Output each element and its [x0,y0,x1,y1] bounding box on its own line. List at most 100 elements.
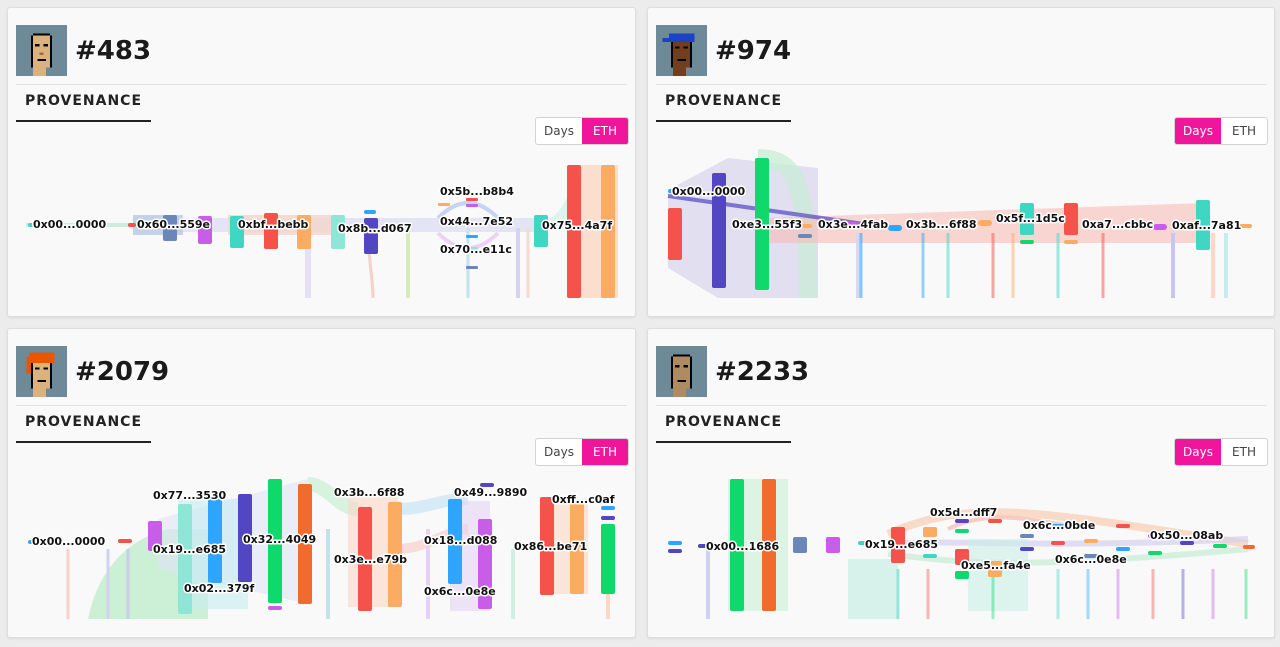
sankey-node[interactable] [466,247,478,250]
sankey-node[interactable] [923,541,937,545]
sankey-node[interactable] [891,527,905,563]
days-toggle-button[interactable]: Days [544,445,574,459]
address-label[interactable]: 0x00...0000 [671,184,748,200]
address-label[interactable]: 0xa7...cbbc [1081,217,1155,233]
sankey-node[interactable] [501,221,513,225]
sankey-node[interactable] [988,519,1002,523]
address-label[interactable]: 0xaf...7a81 [1171,218,1243,234]
sankey-node[interactable] [1148,534,1162,538]
sankey-node[interactable] [163,215,177,241]
address-label[interactable]: 0x3b...6f88 [333,485,407,501]
eth-toggle-button[interactable]: ETH [1232,445,1256,459]
address-label[interactable]: 0x00...1686 [705,539,782,555]
sankey-node[interactable] [978,220,992,226]
sankey-node[interactable] [466,204,478,207]
sankey-node[interactable] [1213,544,1227,548]
sankey-node[interactable] [988,561,1002,577]
address-label[interactable]: 0xbf...bebb [237,217,311,233]
sankey-node[interactable] [840,222,858,228]
sankey-node[interactable] [208,499,222,583]
sankey-node[interactable] [28,223,34,227]
sankey-node[interactable] [466,198,478,201]
address-label[interactable]: 0x86...be71 [513,539,589,555]
address-label[interactable]: 0x6c...0e8e [1054,552,1129,568]
sankey-node[interactable] [1064,240,1078,244]
address-label[interactable]: 0xe5...fa4e [960,558,1033,574]
sankey-node[interactable] [230,216,244,248]
address-label[interactable]: 0x19...e685 [152,542,228,558]
sankey-node[interactable] [466,235,478,238]
sankey-node[interactable] [178,504,192,614]
sankey-node[interactable] [798,234,812,238]
sankey-node[interactable] [298,484,312,604]
sankey-node[interactable] [826,537,840,553]
eth-toggle-button[interactable]: ETH [582,439,628,465]
sankey-node[interactable] [762,479,776,611]
sankey-node[interactable] [601,524,615,594]
eth-toggle-button[interactable]: ETH [1232,124,1256,138]
sankey-node[interactable] [601,165,615,298]
sankey-node[interactable] [297,215,311,249]
sankey-node[interactable] [1180,541,1194,545]
sankey-node[interactable] [1084,554,1098,558]
sankey-node[interactable] [888,225,902,231]
provenance-tab[interactable]: PROVENANCE [16,413,151,443]
sankey-node[interactable] [570,502,584,594]
sankey-node[interactable] [268,479,282,603]
sankey-node[interactable] [1020,203,1034,235]
address-label[interactable]: 0x60...559e [136,217,212,233]
address-label[interactable]: 0x19...e685 [864,537,940,553]
sankey-node[interactable] [268,606,282,610]
address-label[interactable]: 0x77...3530 [152,488,229,504]
address-label[interactable]: 0x3e...4fab [817,217,890,233]
sankey-node[interactable] [668,189,674,193]
address-label[interactable]: 0x6c...0e8e [423,584,498,600]
sankey-node[interactable] [1051,541,1065,545]
sankey-node[interactable] [698,544,710,548]
days-toggle-button[interactable]: Days [1175,439,1221,465]
address-label[interactable]: 0xff...c0af [551,492,617,508]
sankey-node[interactable] [466,266,478,269]
eth-toggle-button[interactable]: ETH [582,118,628,144]
address-label[interactable]: 0x3e...e79b [333,552,409,568]
address-label[interactable]: 0x5d...dff7 [929,505,999,521]
sankey-node[interactable] [793,537,807,553]
sankey-node[interactable] [480,483,494,487]
sankey-node[interactable] [148,521,162,551]
address-label[interactable]: 0x02...379f [183,581,257,597]
address-label[interactable]: 0x32...4049 [242,532,318,548]
sankey-node[interactable] [923,527,937,537]
days-toggle-button[interactable]: Days [544,124,574,138]
sankey-node[interactable] [364,210,376,214]
sankey-node[interactable] [118,539,132,543]
sankey-node[interactable] [1116,524,1130,528]
sankey-node[interactable] [668,549,682,553]
sankey-node[interactable] [1116,547,1130,551]
sankey-node[interactable] [601,516,615,520]
address-label[interactable]: 0x18...d088 [423,533,499,549]
sankey-node[interactable] [28,540,34,544]
sankey-node[interactable] [364,218,378,254]
provenance-tab[interactable]: PROVENANCE [656,413,791,443]
sankey-node[interactable] [601,506,615,510]
sankey-node[interactable] [955,529,969,533]
sankey-node[interactable] [358,507,372,611]
sankey-node[interactable] [264,213,278,249]
provenance-tab[interactable]: PROVENANCE [656,92,791,122]
sankey-node[interactable] [438,203,450,206]
address-label[interactable]: 0x44...7e52 [439,214,515,230]
sankey-node[interactable] [730,479,744,611]
sankey-node[interactable] [798,224,812,228]
address-label[interactable]: 0x70...e11c [439,242,514,258]
address-label[interactable]: 0x00...0000 [32,217,109,233]
sankey-node[interactable] [534,215,548,247]
address-label[interactable]: 0x5b...b8b4 [439,184,516,200]
sankey-node[interactable] [1051,524,1065,528]
sankey-node[interactable] [1020,534,1034,538]
address-label[interactable]: 0x8b...d067 [337,221,414,237]
sankey-node[interactable] [955,549,969,565]
sankey-node[interactable] [1020,240,1034,244]
address-label[interactable]: 0x75...4a7f [541,218,614,234]
address-label[interactable]: 0x49...9890 [453,485,530,501]
sankey-node[interactable] [955,571,969,579]
